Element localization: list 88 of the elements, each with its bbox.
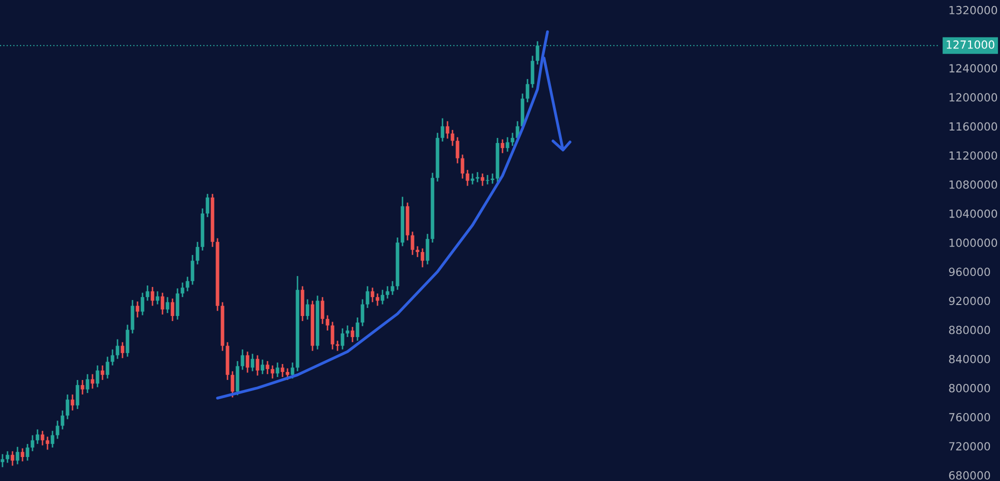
candlestick bbox=[80, 380, 84, 394]
candlestick bbox=[0, 454, 4, 468]
candlestick bbox=[386, 286, 390, 299]
candlestick bbox=[456, 137, 460, 164]
candlestick bbox=[76, 380, 80, 410]
candlestick bbox=[90, 374, 94, 389]
candlestick bbox=[240, 349, 244, 370]
candlestick bbox=[36, 429, 40, 444]
candlestick bbox=[30, 435, 34, 452]
candlestick bbox=[460, 154, 464, 179]
candlestick bbox=[166, 297, 170, 314]
candlestick bbox=[280, 364, 284, 378]
candlestick bbox=[156, 291, 160, 304]
candlestick bbox=[146, 285, 150, 301]
candlestick bbox=[50, 430, 54, 448]
candlestick bbox=[266, 361, 270, 374]
ref-line-label: 1271000 bbox=[946, 40, 994, 49]
candlestick bbox=[506, 137, 510, 152]
candlestick bbox=[270, 365, 274, 378]
candlestick bbox=[26, 444, 30, 461]
candlestick bbox=[66, 394, 70, 420]
candlestick bbox=[56, 420, 60, 439]
candlestick bbox=[250, 354, 254, 372]
candlestick bbox=[410, 232, 414, 255]
candlestick bbox=[330, 322, 334, 350]
candlestick bbox=[526, 79, 530, 102]
candlestick bbox=[16, 446, 20, 464]
candlestick bbox=[110, 349, 114, 366]
candlestick bbox=[350, 326, 354, 342]
candlestick bbox=[390, 281, 394, 295]
candlestick bbox=[6, 451, 10, 463]
candlestick bbox=[320, 297, 324, 324]
candlestick bbox=[256, 355, 260, 376]
candlestick bbox=[326, 315, 330, 330]
candlestick bbox=[340, 328, 344, 350]
candlestick bbox=[206, 194, 210, 218]
candlestick bbox=[70, 394, 74, 410]
candlestick bbox=[136, 301, 140, 318]
candlestick bbox=[20, 448, 24, 462]
candlestick bbox=[190, 254, 194, 285]
candlestick bbox=[60, 410, 64, 430]
candlestick bbox=[140, 292, 144, 316]
candlestick bbox=[466, 170, 470, 186]
candlestick bbox=[510, 132, 514, 146]
candlestick bbox=[480, 174, 484, 186]
candlestick bbox=[160, 292, 164, 315]
candlestick bbox=[230, 371, 234, 398]
y-tick-label: 840000 bbox=[949, 354, 990, 364]
candlestick bbox=[470, 174, 474, 184]
y-tick-label: 760000 bbox=[949, 413, 990, 422]
candlestick bbox=[440, 118, 444, 142]
y-tick-label: 1160000 bbox=[950, 122, 998, 131]
candlestick bbox=[40, 430, 44, 446]
candlestick bbox=[246, 352, 250, 373]
candlestick bbox=[346, 325, 350, 338]
candlestick bbox=[46, 436, 50, 450]
candlestick bbox=[360, 299, 364, 326]
candlestick bbox=[276, 362, 280, 378]
candlestick bbox=[290, 362, 294, 378]
candlestick bbox=[380, 290, 384, 304]
candlestick bbox=[416, 246, 420, 258]
y-tick-label: 960000 bbox=[949, 268, 990, 276]
y-tick-label: 1200000 bbox=[950, 93, 998, 102]
candlestick bbox=[86, 374, 90, 394]
y-tick-label: 720000 bbox=[949, 442, 990, 450]
y-tick-label: 1080000 bbox=[950, 180, 998, 189]
y-tick-label: 920000 bbox=[949, 296, 990, 306]
candlestick bbox=[306, 299, 310, 320]
candlestick bbox=[196, 242, 200, 264]
candlestick bbox=[120, 342, 124, 358]
y-tick-label: 1320000 bbox=[950, 6, 998, 14]
candlestick bbox=[180, 282, 184, 298]
y-tick-label: 800000 bbox=[949, 384, 990, 392]
y-tick-label: 1040000 bbox=[950, 209, 998, 218]
candlestick bbox=[356, 317, 360, 341]
y-tick-label: 1000000 bbox=[950, 238, 998, 247]
candlestick bbox=[100, 365, 104, 380]
candlestick bbox=[116, 339, 120, 359]
candlestick bbox=[106, 356, 110, 378]
candlestick bbox=[96, 365, 100, 388]
candlestick bbox=[530, 56, 534, 88]
y-tick-label: 1240000 bbox=[950, 64, 998, 72]
candlestick bbox=[130, 300, 134, 334]
y-tick-label: 1120000 bbox=[950, 151, 998, 160]
y-tick-label: 680000 bbox=[949, 471, 990, 480]
candlestick bbox=[366, 286, 370, 308]
y-tick-label: 880000 bbox=[949, 326, 990, 334]
candlestick bbox=[10, 451, 14, 466]
